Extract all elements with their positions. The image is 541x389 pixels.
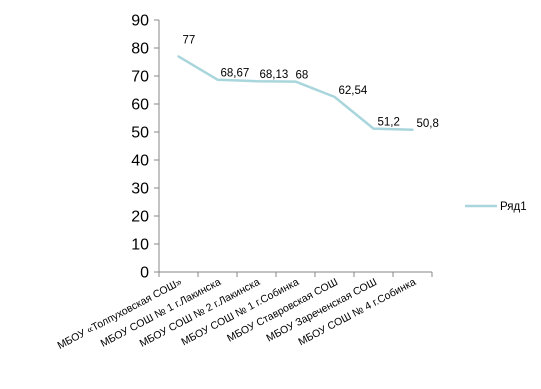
y-tick-label: 70 xyxy=(131,69,149,86)
data-point xyxy=(294,80,297,83)
data-label: 68,13 xyxy=(260,69,289,81)
series xyxy=(177,55,414,132)
legend-label: Ряд1 xyxy=(500,201,527,213)
y-tick-label: 10 xyxy=(131,237,149,254)
y-tick-label: 80 xyxy=(131,41,149,58)
data-point xyxy=(216,78,219,81)
y-tick-label: 50 xyxy=(131,125,149,142)
data-label: 68 xyxy=(296,70,309,82)
data-point xyxy=(372,127,375,130)
y-tick-label: 60 xyxy=(131,97,149,114)
y-tick-label: 20 xyxy=(131,209,149,226)
data-point xyxy=(255,80,258,83)
axes xyxy=(158,20,432,273)
y-ticks: 0 10 20 30 40 50 60 70 80 90 xyxy=(131,13,159,282)
y-tick-label: 30 xyxy=(131,181,149,198)
data-point xyxy=(411,128,414,131)
data-label: 50,8 xyxy=(417,118,439,130)
data-label: 77 xyxy=(183,34,196,46)
legend: Ряд1 xyxy=(465,201,527,213)
y-tick-label: 0 xyxy=(140,265,149,282)
data-label: 62,54 xyxy=(339,85,368,97)
data-labels: 77 68,67 68,13 68 62,54 51,2 50,8 xyxy=(183,34,439,129)
data-label: 51,2 xyxy=(378,117,400,129)
y-tick-label: 40 xyxy=(131,153,149,170)
data-point xyxy=(177,55,180,58)
data-point xyxy=(333,95,336,99)
data-label: 68,67 xyxy=(221,68,250,80)
y-tick-label: 90 xyxy=(131,13,149,30)
x-ticks: МБОУ «Толпуховская СОШ»МБОУ СОШ № 1 г.Ла… xyxy=(55,272,433,352)
